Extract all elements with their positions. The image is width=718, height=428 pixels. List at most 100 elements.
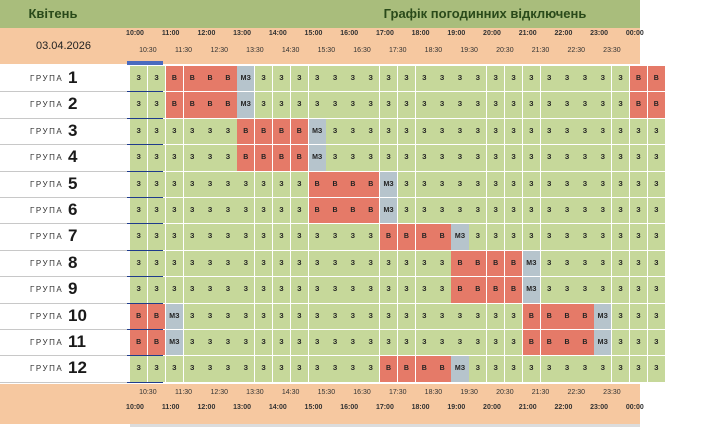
hour-label-top: 14:00 <box>268 30 287 37</box>
schedule-cell: З <box>379 277 399 304</box>
schedule-cell: З <box>326 145 345 172</box>
hour-label-bottom: 20:00 <box>483 404 501 411</box>
schedule-cell: МЗ <box>237 92 256 119</box>
schedule-cell: В <box>344 198 363 225</box>
schedule-cell: МЗ <box>451 356 470 383</box>
group-word: ГРУПА <box>30 206 64 215</box>
schedule-cell: З <box>611 171 631 198</box>
group-row-label: ГРУПА 2 <box>0 92 127 119</box>
schedule-cell: В <box>397 356 417 383</box>
schedule-cell: МЗ <box>522 250 542 278</box>
group-word: ГРУПА <box>30 258 64 268</box>
schedule-cell: З <box>576 171 595 198</box>
hour-label-top: 22:00 <box>554 30 573 37</box>
schedule-cell: З <box>433 250 452 278</box>
schedule-cell: В <box>362 171 381 198</box>
schedule-cell: З <box>219 250 238 278</box>
half-hour-label-bottom: 18:30 <box>424 389 443 396</box>
schedule-cell: В <box>130 330 149 357</box>
schedule-cell: З <box>504 171 524 198</box>
schedule-cell: З <box>165 277 185 304</box>
schedule-cell: З <box>611 224 631 251</box>
schedule-cell: З <box>130 277 149 304</box>
schedule-cell: З <box>487 118 506 146</box>
schedule-cell: З <box>594 118 613 146</box>
group-number: 9 <box>68 279 78 299</box>
schedule-cell: З <box>415 330 434 357</box>
schedule-cell: В <box>540 303 559 330</box>
schedule-cell: З <box>415 171 434 198</box>
schedule-cell: З <box>647 277 666 304</box>
schedule-cell: З <box>433 330 452 357</box>
group-word: ГРУПА <box>30 74 64 83</box>
horizontal-scrollbar[interactable] <box>130 424 640 427</box>
schedule-cell: З <box>362 303 381 330</box>
group-word: ГРУПА <box>30 179 64 189</box>
schedule-cell: З <box>540 250 559 278</box>
schedule-cell: З <box>147 198 167 225</box>
column-scroll-indicator[interactable] <box>127 61 163 65</box>
hour-label-bottom: 21:00 <box>518 404 537 411</box>
half-hour-label-bottom: 21:30 <box>531 389 550 396</box>
group-word: ГРУПА <box>30 338 64 347</box>
schedule-cell: З <box>540 224 559 251</box>
schedule-cell: З <box>344 224 363 251</box>
schedule-cell: З <box>647 118 666 146</box>
schedule-cell: В <box>487 277 506 304</box>
schedule-cell: З <box>504 303 524 330</box>
schedule-cell: З <box>522 356 542 383</box>
schedule-cell: З <box>237 224 256 251</box>
schedule-cell: З <box>165 171 185 198</box>
group-row-label: ГРУПА 12 <box>0 356 127 383</box>
hour-label-top: 18:00 <box>411 30 430 37</box>
half-hour-label-top: 22:30 <box>567 47 586 54</box>
schedule-cell: З <box>130 118 149 146</box>
schedule-cell: З <box>326 66 345 93</box>
schedule-cell: З <box>397 330 417 357</box>
half-hour-label-bottom: 19:30 <box>460 389 478 396</box>
schedule-cell: З <box>647 145 666 172</box>
schedule-cell: З <box>201 250 220 278</box>
schedule-cell: З <box>254 66 274 93</box>
schedule-cell: МЗ <box>379 171 399 198</box>
schedule-cell: З <box>362 224 381 251</box>
schedule-cell: В <box>183 66 202 93</box>
schedule-cell: З <box>254 224 274 251</box>
schedule-cell: З <box>290 92 309 119</box>
schedule-cell: З <box>237 171 256 198</box>
schedule-cell: В <box>290 118 309 146</box>
hour-label-bottom: 00:00 <box>625 404 644 411</box>
schedule-cell: В <box>647 92 666 119</box>
schedule-cell: З <box>272 224 292 251</box>
schedule-cell: З <box>522 118 542 146</box>
group-word: ГРУПА <box>30 153 64 163</box>
schedule-cell: З <box>344 330 363 357</box>
schedule-cell: В <box>326 198 345 225</box>
schedule-cell: З <box>629 145 649 172</box>
schedule-cell: МЗ <box>451 224 470 251</box>
schedule-cell: З <box>540 66 559 93</box>
group-word: ГРУПА <box>30 100 64 110</box>
schedule-cell: З <box>130 250 149 278</box>
schedule-cell: З <box>326 118 345 146</box>
schedule-cell: З <box>272 330 292 357</box>
schedule-cell: З <box>147 171 167 198</box>
schedule-cell: З <box>397 118 417 146</box>
schedule-cell: В <box>254 118 274 146</box>
schedule-cell: З <box>487 145 506 172</box>
schedule-cell: З <box>183 145 202 172</box>
schedule-cell: З <box>540 356 559 383</box>
schedule-cell: З <box>147 118 167 146</box>
group-row-label: ГРУПА 11 <box>0 330 127 357</box>
schedule-cell: З <box>487 303 506 330</box>
schedule-cell: З <box>469 118 488 146</box>
schedule-cell: З <box>647 330 666 357</box>
schedule-cell: З <box>219 198 238 225</box>
hour-label-bottom: 11:00 <box>161 404 180 411</box>
header-bar: Квітень Графік погодинних відключень <box>0 0 640 28</box>
schedule-cell: З <box>629 303 649 330</box>
schedule-cell: З <box>487 356 506 383</box>
schedule-cell: З <box>522 224 542 251</box>
schedule-cell: З <box>290 224 309 251</box>
schedule-cell: З <box>594 66 613 93</box>
